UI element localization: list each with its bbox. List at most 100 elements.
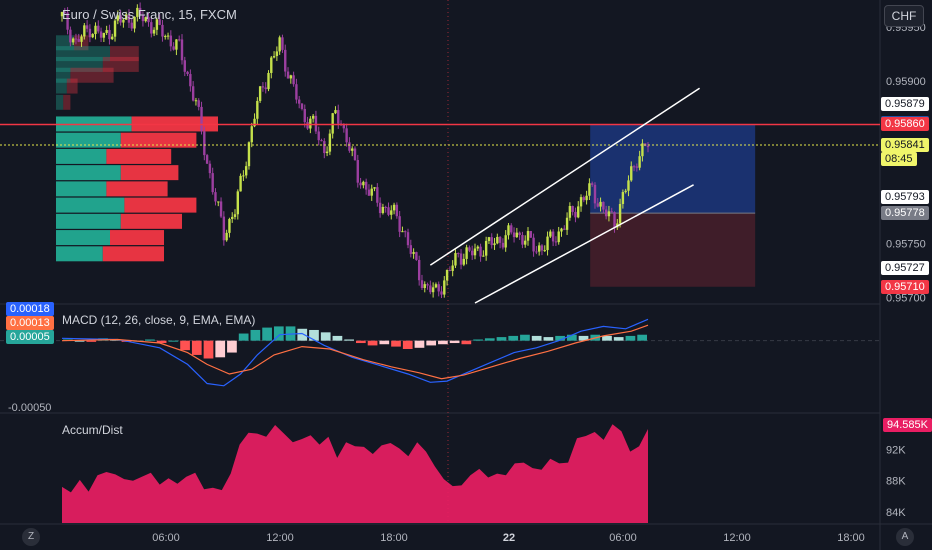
candle-body xyxy=(97,25,100,32)
macd-histogram-bar xyxy=(344,339,354,341)
candle-body xyxy=(417,259,421,281)
candle-body xyxy=(571,206,574,212)
candle-body xyxy=(395,204,399,217)
candle-body xyxy=(518,232,521,236)
candle-body xyxy=(429,285,432,293)
candle-body xyxy=(83,25,86,37)
macd-histogram-bar xyxy=(438,340,448,345)
candle-body xyxy=(228,218,231,233)
candle-body xyxy=(197,100,200,107)
candle-body xyxy=(376,187,379,203)
macd-histogram-bar xyxy=(379,340,390,345)
candle-body xyxy=(74,38,78,40)
price-tag: 0.95841 xyxy=(881,138,929,152)
candle-body xyxy=(270,57,273,73)
candle-body xyxy=(172,46,175,50)
candle-body xyxy=(596,203,599,207)
candle-body xyxy=(77,39,80,42)
candle-body xyxy=(150,22,153,34)
auto-scale-button[interactable]: A xyxy=(896,528,914,546)
macd-histogram-bar xyxy=(156,340,167,344)
candle-body xyxy=(331,113,334,134)
macd-histogram-bar xyxy=(86,340,97,342)
candle-body xyxy=(328,133,332,152)
candle-body xyxy=(345,128,348,143)
candle-body xyxy=(253,118,256,127)
volume-profile-sell-bar xyxy=(110,46,139,62)
candle-body xyxy=(133,16,136,29)
macd-histogram-bar xyxy=(367,340,378,346)
candle-body xyxy=(398,216,401,232)
candle-body xyxy=(501,242,505,248)
macd-histogram-bar xyxy=(250,329,261,341)
candle-body xyxy=(590,183,594,185)
price-tag: 0.95860 xyxy=(881,117,929,132)
candle-body xyxy=(317,131,320,141)
candle-body xyxy=(303,108,306,123)
candle-body xyxy=(585,195,588,201)
price-tag: 0.95727 xyxy=(881,261,929,276)
candle-body xyxy=(189,74,192,87)
candle-body xyxy=(309,118,312,129)
candle-body xyxy=(445,269,449,281)
volume-profile-buy-bar xyxy=(56,78,67,94)
volume-profile-buy-bar xyxy=(56,132,121,148)
candle-body xyxy=(496,236,499,244)
candle-body xyxy=(515,232,519,238)
candle-body xyxy=(233,214,237,217)
candle-body xyxy=(284,49,287,72)
price-tag: 0.95710 xyxy=(881,279,929,294)
candle-body xyxy=(563,228,566,230)
candle-body xyxy=(577,206,580,218)
candle-body xyxy=(540,245,544,251)
candle-body xyxy=(401,231,404,233)
volume-profile-sell-bar xyxy=(120,213,182,229)
candle-body xyxy=(574,211,577,218)
candle-body xyxy=(325,151,329,154)
candle-body xyxy=(242,175,245,177)
candle-body xyxy=(178,39,181,41)
candle-body xyxy=(390,210,393,215)
candle-body xyxy=(116,15,120,21)
macd-histogram-bar xyxy=(543,337,554,341)
time-axis-label: 18:00 xyxy=(837,532,865,544)
candle-body xyxy=(532,237,535,252)
candle-body xyxy=(272,56,276,58)
macd-title: MACD (12, 26, close, 9, EMA, EMA) xyxy=(62,313,256,327)
zoom-toggle-button[interactable]: Z xyxy=(22,528,40,546)
candle-body xyxy=(482,255,485,257)
candle-body xyxy=(71,38,75,43)
volume-profile-buy-bar xyxy=(56,56,103,72)
candle-body xyxy=(440,291,443,295)
accum-axis-label: 92K xyxy=(886,444,906,456)
candle-body xyxy=(392,204,396,211)
candle-body xyxy=(295,84,298,100)
macd-value-tag: 0.00018 xyxy=(6,302,54,316)
candle-body xyxy=(641,143,644,157)
candle-body xyxy=(119,15,122,23)
candle-body xyxy=(161,24,164,37)
candle-body xyxy=(205,155,209,164)
macd-histogram-bar xyxy=(273,326,284,341)
macd-histogram-bar xyxy=(168,340,179,342)
candle-body xyxy=(219,201,223,217)
volume-profile-sell-bar xyxy=(110,230,164,246)
candle-body xyxy=(624,190,627,193)
macd-histogram-bar xyxy=(215,340,226,358)
candle-body xyxy=(381,206,385,214)
volume-profile-buy-bar xyxy=(56,94,64,110)
currency-button[interactable]: CHF xyxy=(884,5,924,27)
volume-profile-sell-bar xyxy=(102,56,139,72)
volume-profile-sell-bar xyxy=(120,132,197,148)
volume-profile-sell-bar xyxy=(120,165,179,181)
accum-dist-area xyxy=(62,424,648,523)
macd-histogram-bar xyxy=(191,340,202,355)
candle-body xyxy=(529,231,532,238)
candle-body xyxy=(638,156,641,168)
candle-body xyxy=(535,251,538,253)
volume-profile-buy-bar xyxy=(56,181,107,197)
candle-body xyxy=(378,202,382,214)
candle-body xyxy=(169,35,173,47)
